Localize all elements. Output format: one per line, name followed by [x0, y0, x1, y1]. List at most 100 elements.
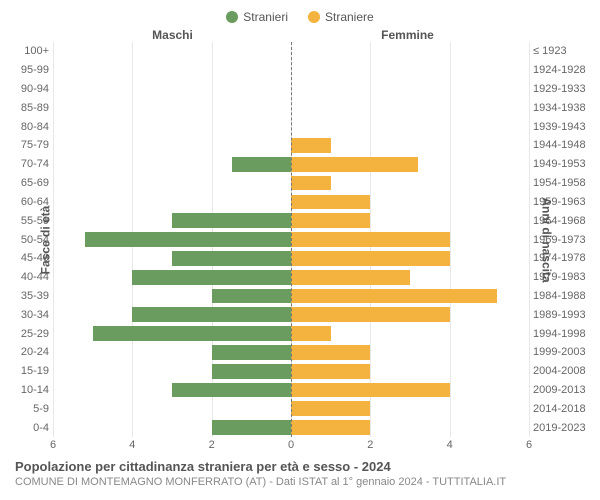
- bar-row-male: [53, 80, 291, 99]
- age-label: 20-24: [5, 343, 49, 362]
- age-label: 70-74: [5, 155, 49, 174]
- age-label: 35-39: [5, 287, 49, 306]
- bar-row-female: [291, 98, 529, 117]
- footer-subtitle: COMUNE DI MONTEMAGNO MONFERRATO (AT) - D…: [15, 476, 585, 488]
- bar-female: [291, 401, 370, 416]
- legend-label-male: Stranieri: [243, 10, 288, 24]
- birth-year-label: 1924-1928: [533, 61, 595, 80]
- bar-row-female: [291, 381, 529, 400]
- bar-row-female: [291, 287, 529, 306]
- bar-row-male: [53, 136, 291, 155]
- x-axis-right: 246: [291, 439, 529, 453]
- bar-male: [132, 307, 291, 322]
- bar-male: [172, 213, 291, 228]
- bar-female: [291, 176, 331, 191]
- age-label: 5-9: [5, 399, 49, 418]
- age-label: 0-4: [5, 418, 49, 437]
- legend-item-female: Straniere: [308, 10, 374, 24]
- header-male: Maschi: [55, 28, 290, 42]
- bar-male: [172, 383, 291, 398]
- birth-year-label: 2004-2008: [533, 362, 595, 381]
- bar-female: [291, 345, 370, 360]
- birth-year-label: 2009-2013: [533, 381, 595, 400]
- age-label: 95-99: [5, 61, 49, 80]
- bar-male: [93, 326, 291, 341]
- bar-row-male: [53, 305, 291, 324]
- birth-year-label: 1939-1943: [533, 117, 595, 136]
- bar-row-female: [291, 249, 529, 268]
- birth-year-label: 1944-1948: [533, 136, 595, 155]
- bar-female: [291, 157, 418, 172]
- age-label: 100+: [5, 42, 49, 61]
- x-tick-label: 4: [129, 439, 135, 451]
- birth-year-label: 1954-1958: [533, 174, 595, 193]
- bar-female: [291, 195, 370, 210]
- age-label: 90-94: [5, 80, 49, 99]
- bar-row-male: [53, 362, 291, 381]
- bar-female: [291, 138, 331, 153]
- bar-row-female: [291, 362, 529, 381]
- bar-female: [291, 289, 497, 304]
- birth-year-label: 1934-1938: [533, 98, 595, 117]
- age-label: 75-79: [5, 136, 49, 155]
- bar-female: [291, 420, 370, 435]
- bar-row-female: [291, 42, 529, 61]
- bar-female: [291, 213, 370, 228]
- bars-column-male: [53, 42, 291, 437]
- bar-row-male: [53, 268, 291, 287]
- bar-row-male: [53, 61, 291, 80]
- age-label: 25-29: [5, 324, 49, 343]
- chart-area: Fasce di età Anni di nascita 100+95-9990…: [5, 42, 595, 437]
- age-label: 65-69: [5, 174, 49, 193]
- legend-item-male: Stranieri: [226, 10, 288, 24]
- bar-row-female: [291, 193, 529, 212]
- bar-row-male: [53, 193, 291, 212]
- birth-year-label: 1989-1993: [533, 305, 595, 324]
- bar-row-male: [53, 287, 291, 306]
- birth-year-label: 1984-1988: [533, 287, 595, 306]
- birth-year-label: 1999-2003: [533, 343, 595, 362]
- x-tick-label: 4: [447, 439, 453, 451]
- chart-footer: Popolazione per cittadinanza straniera p…: [5, 459, 595, 488]
- bar-male: [85, 232, 291, 247]
- bar-male: [212, 364, 291, 379]
- bars-area: [53, 42, 529, 437]
- bar-row-male: [53, 249, 291, 268]
- bars-column-female: [291, 42, 529, 437]
- bar-female: [291, 270, 410, 285]
- bar-female: [291, 251, 450, 266]
- x-tick-label: 6: [526, 439, 532, 451]
- bar-row-male: [53, 418, 291, 437]
- bar-row-male: [53, 211, 291, 230]
- birth-year-label: 1949-1953: [533, 155, 595, 174]
- birth-year-label: 2014-2018: [533, 399, 595, 418]
- bar-row-female: [291, 136, 529, 155]
- bars-right: [291, 42, 529, 437]
- legend-swatch-male: [226, 11, 238, 23]
- bar-row-female: [291, 80, 529, 99]
- legend-label-female: Straniere: [325, 10, 374, 24]
- bar-row-male: [53, 155, 291, 174]
- bar-row-female: [291, 324, 529, 343]
- x-tick-label: 6: [50, 439, 56, 451]
- bar-row-male: [53, 230, 291, 249]
- bar-row-female: [291, 211, 529, 230]
- bar-row-female: [291, 155, 529, 174]
- legend: Stranieri Straniere: [5, 10, 595, 24]
- bar-row-female: [291, 399, 529, 418]
- footer-title: Popolazione per cittadinanza straniera p…: [15, 459, 585, 474]
- birth-year-label: 2019-2023: [533, 418, 595, 437]
- bars-left: [53, 42, 291, 437]
- bar-row-female: [291, 305, 529, 324]
- bar-row-female: [291, 174, 529, 193]
- age-label: 30-34: [5, 305, 49, 324]
- chart-container: Stranieri Straniere Maschi Femmine Fasce…: [0, 0, 600, 500]
- bar-row-male: [53, 174, 291, 193]
- bar-male: [212, 420, 291, 435]
- x-axis: 6420 246: [53, 439, 529, 453]
- bar-male: [132, 270, 291, 285]
- bar-male: [172, 251, 291, 266]
- bar-row-female: [291, 117, 529, 136]
- bar-male: [232, 157, 292, 172]
- birth-year-label: 1994-1998: [533, 324, 595, 343]
